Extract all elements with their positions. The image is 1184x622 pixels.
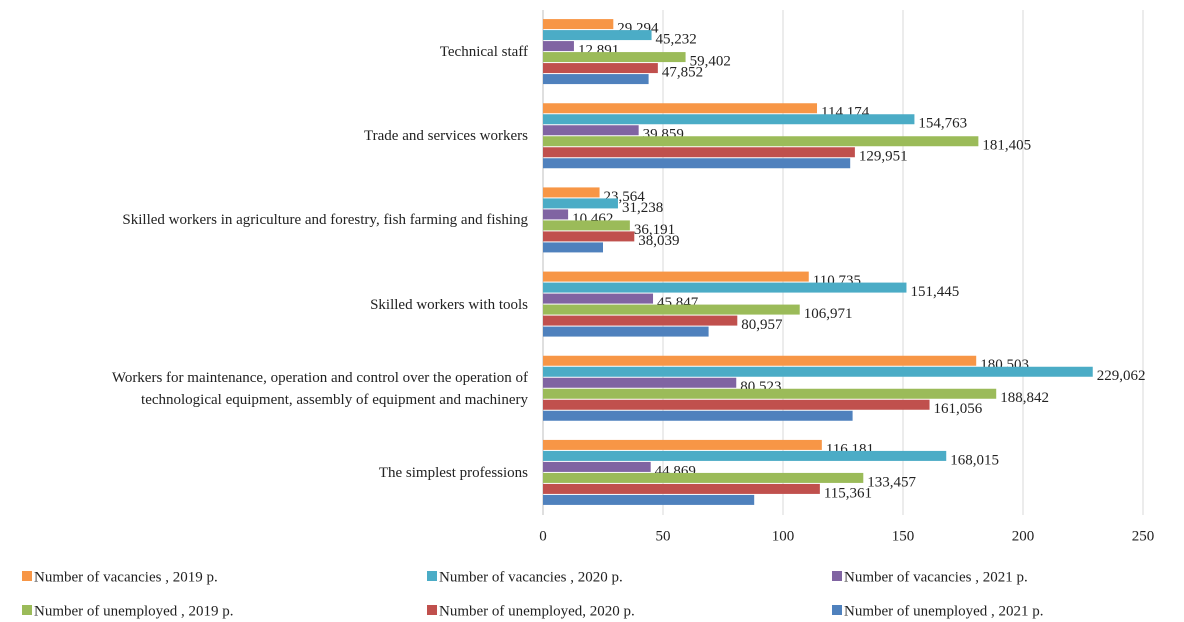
bar	[543, 315, 738, 326]
bar	[543, 450, 947, 461]
bar	[543, 74, 649, 85]
legend-swatch	[427, 571, 437, 581]
category-label: Trade and services workers	[364, 128, 528, 145]
legend-label: Number of unemployed, 2020 p.	[439, 603, 635, 619]
bar	[543, 326, 709, 337]
legend-label: Number of unemployed , 2019 p.	[34, 603, 234, 619]
data-label: 47,852	[662, 65, 703, 81]
legend-swatch	[22, 605, 32, 615]
bar	[543, 293, 654, 304]
bar	[543, 366, 1093, 377]
bar	[543, 242, 603, 253]
bar	[543, 410, 853, 421]
bar	[543, 41, 574, 52]
category-label: Workers for maintenance, operation and c…	[111, 369, 528, 408]
bar	[543, 103, 818, 114]
bar	[543, 355, 977, 366]
bar	[543, 439, 822, 450]
bar	[543, 209, 569, 220]
legend-swatch	[22, 571, 32, 581]
bar	[543, 483, 820, 494]
bar	[543, 461, 651, 472]
data-label: 38,039	[638, 233, 679, 249]
bar	[543, 388, 997, 399]
bar	[543, 158, 851, 169]
bar	[543, 377, 737, 388]
x-tick-label: 50	[656, 528, 671, 544]
data-label: 115,361	[824, 485, 872, 501]
data-label: 161,056	[934, 401, 983, 417]
bar	[543, 399, 930, 410]
data-label: 229,062	[1097, 368, 1146, 384]
data-label: 151,445	[910, 284, 959, 300]
legend-label: Number of vacancies , 2019 p.	[34, 569, 218, 585]
category-label: The simplest professions	[378, 464, 528, 481]
bar	[543, 52, 686, 63]
category-label: Skilled workers in agriculture and fores…	[122, 212, 528, 229]
data-label: 106,971	[804, 306, 853, 322]
legend-label: Number of vacancies , 2020 p.	[439, 569, 623, 585]
legend-swatch	[427, 605, 437, 615]
bar	[543, 114, 915, 125]
legend-label: Number of unemployed , 2021 p.	[844, 603, 1044, 619]
bar	[543, 187, 600, 198]
data-label: 80,957	[741, 317, 783, 333]
data-label: 181,405	[982, 138, 1031, 154]
data-label: 31,238	[622, 200, 663, 216]
category-label: Technical staff	[439, 44, 528, 61]
data-label: 45,232	[656, 32, 697, 48]
legend-swatch	[832, 605, 842, 615]
bar	[543, 30, 652, 41]
bar	[543, 136, 979, 147]
category-label: Skilled workers with tools	[370, 296, 528, 313]
x-tick-label: 250	[1132, 528, 1155, 544]
bar	[543, 63, 658, 74]
data-label: 154,763	[918, 116, 967, 132]
data-label: 188,842	[1000, 390, 1049, 406]
legend-label: Number of vacancies , 2021 p.	[844, 569, 1028, 585]
x-tick-label: 150	[892, 528, 915, 544]
data-label: 168,015	[950, 452, 999, 468]
data-label: 133,457	[867, 474, 916, 490]
data-label: 36,191	[634, 222, 675, 238]
bar	[543, 125, 639, 136]
data-label: 59,402	[690, 54, 731, 70]
bar	[543, 147, 855, 158]
bar	[543, 494, 755, 505]
x-tick-label: 200	[1012, 528, 1035, 544]
bar	[543, 220, 630, 231]
bar	[543, 198, 618, 209]
bar	[543, 282, 907, 293]
data-label: 129,951	[859, 149, 908, 165]
bar	[543, 19, 614, 30]
x-tick-label: 100	[772, 528, 795, 544]
bar	[543, 472, 864, 483]
legend-swatch	[832, 571, 842, 581]
x-tick-label: 0	[539, 528, 547, 544]
bar	[543, 271, 809, 282]
bar	[543, 304, 800, 315]
bar	[543, 231, 635, 242]
